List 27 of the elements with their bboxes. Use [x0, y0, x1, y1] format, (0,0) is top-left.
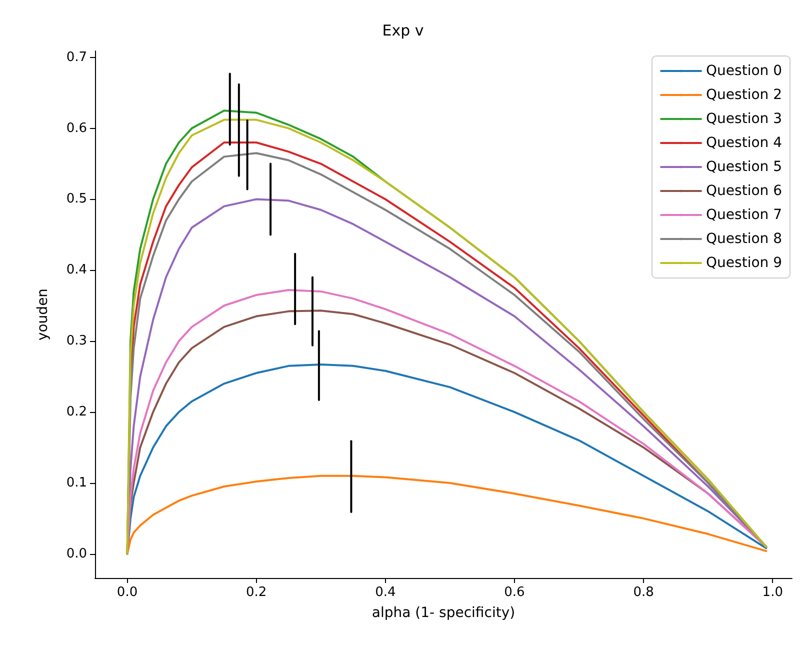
- y-tick-label: 0.3: [66, 334, 87, 349]
- y-tick-label: 0.6: [66, 120, 87, 136]
- x-tick-label: 0.8: [633, 585, 654, 600]
- x-axis-title: alpha (1- specificity): [372, 605, 516, 621]
- x-tick-label: 0.0: [116, 585, 138, 600]
- y-tick-label: 0.7: [66, 50, 87, 65]
- legend-label: Question 3: [706, 111, 782, 127]
- x-tick-label: 0.4: [375, 585, 396, 600]
- legend-label: Question 6: [706, 183, 782, 199]
- chart-title: Exp v: [382, 22, 424, 40]
- legend-label: Question 4: [706, 135, 782, 151]
- y-tick-label: 0.0: [66, 546, 87, 562]
- legend-label: Question 2: [706, 87, 782, 103]
- y-tick-label: 0.2: [66, 404, 87, 420]
- y-tick-label: 0.4: [66, 262, 87, 278]
- legend-label: Question 9: [706, 255, 782, 271]
- y-axis-title: youden: [35, 288, 51, 341]
- legend-label: Question 8: [706, 231, 782, 247]
- legend-label: Question 0: [706, 63, 782, 79]
- line-series: [126, 474, 768, 555]
- x-tick-label: 0.2: [246, 585, 267, 600]
- legend-label: Question 5: [706, 159, 782, 175]
- legend-label: Question 7: [706, 207, 782, 223]
- x-tick-label: 1.0: [762, 585, 783, 600]
- x-tick-label: 0.6: [504, 585, 525, 600]
- y-tick-label: 0.5: [66, 192, 87, 207]
- y-tick-label: 0.1: [66, 475, 87, 490]
